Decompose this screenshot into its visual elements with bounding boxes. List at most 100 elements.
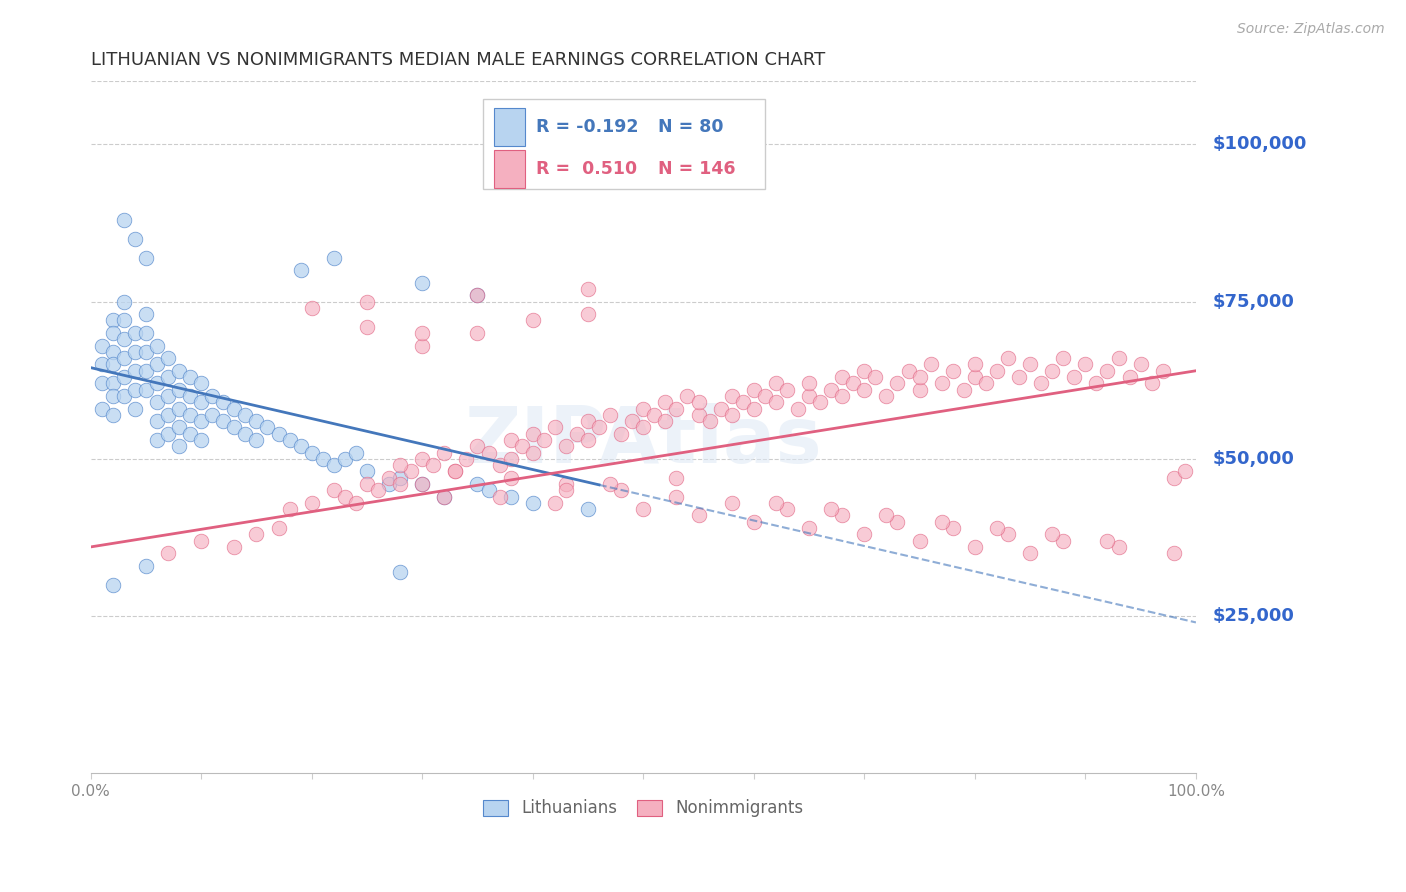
Point — [135, 364, 157, 378]
Point — [1140, 376, 1163, 391]
Point — [124, 364, 146, 378]
Point — [942, 521, 965, 535]
Point — [1031, 376, 1053, 391]
Point — [112, 351, 135, 366]
Point — [101, 389, 124, 403]
Point — [522, 496, 544, 510]
Point — [875, 389, 897, 403]
Point — [986, 364, 1008, 378]
Point — [633, 401, 655, 416]
Point — [522, 426, 544, 441]
FancyBboxPatch shape — [484, 99, 765, 188]
Point — [499, 490, 522, 504]
Text: N = 80: N = 80 — [658, 119, 723, 136]
Point — [101, 376, 124, 391]
Text: $25,000: $25,000 — [1212, 607, 1295, 625]
Point — [101, 344, 124, 359]
Point — [235, 408, 257, 422]
Point — [156, 408, 179, 422]
Point — [90, 376, 112, 391]
Point — [1052, 351, 1074, 366]
Point — [633, 502, 655, 516]
Point — [90, 401, 112, 416]
Point — [444, 465, 467, 479]
Point — [135, 383, 157, 397]
Point — [621, 414, 644, 428]
Point — [544, 420, 567, 434]
Text: $50,000: $50,000 — [1212, 450, 1295, 467]
Point — [190, 433, 212, 447]
Bar — [494, 109, 524, 146]
Point — [720, 496, 742, 510]
Point — [920, 358, 942, 372]
Point — [433, 490, 456, 504]
Point — [124, 401, 146, 416]
Point — [124, 326, 146, 340]
Point — [1108, 351, 1130, 366]
Point — [467, 288, 489, 302]
Point — [1019, 358, 1042, 372]
Point — [665, 471, 688, 485]
Point — [765, 376, 787, 391]
Point — [156, 389, 179, 403]
Point — [356, 477, 378, 491]
Point — [101, 408, 124, 422]
Point — [101, 577, 124, 591]
Point — [167, 439, 190, 453]
Point — [765, 395, 787, 409]
Point — [633, 420, 655, 434]
Point — [433, 490, 456, 504]
Point — [411, 326, 433, 340]
Point — [322, 458, 344, 472]
Text: Source: ZipAtlas.com: Source: ZipAtlas.com — [1237, 22, 1385, 37]
Point — [146, 338, 169, 352]
Point — [224, 540, 246, 554]
Point — [101, 358, 124, 372]
Point — [742, 401, 765, 416]
Point — [477, 445, 499, 459]
Point — [654, 414, 676, 428]
Point — [908, 383, 931, 397]
Point — [411, 451, 433, 466]
Point — [156, 546, 179, 560]
Point — [610, 426, 633, 441]
Point — [797, 389, 820, 403]
Point — [156, 426, 179, 441]
Point — [256, 420, 278, 434]
Point — [135, 307, 157, 321]
Point — [135, 251, 157, 265]
Point — [853, 383, 876, 397]
Point — [797, 376, 820, 391]
Point — [467, 477, 489, 491]
Point — [974, 376, 997, 391]
Point — [720, 408, 742, 422]
Point — [676, 389, 699, 403]
Point — [710, 401, 733, 416]
Point — [997, 351, 1019, 366]
Point — [831, 508, 853, 523]
Point — [333, 451, 356, 466]
Point — [146, 358, 169, 372]
Point — [688, 395, 710, 409]
Legend: Lithuanians, Nonimmigrants: Lithuanians, Nonimmigrants — [477, 793, 810, 824]
Point — [554, 439, 576, 453]
Point — [112, 370, 135, 384]
Point — [544, 496, 567, 510]
Point — [554, 483, 576, 498]
Point — [179, 408, 201, 422]
Point — [467, 439, 489, 453]
Point — [886, 376, 908, 391]
Point — [245, 433, 267, 447]
Point — [688, 508, 710, 523]
Point — [101, 326, 124, 340]
Point — [411, 276, 433, 290]
Point — [301, 301, 323, 315]
Point — [156, 351, 179, 366]
Point — [367, 483, 389, 498]
Point — [156, 370, 179, 384]
Point — [1008, 370, 1031, 384]
Point — [167, 401, 190, 416]
Point — [411, 338, 433, 352]
Point — [224, 420, 246, 434]
Point — [101, 313, 124, 327]
